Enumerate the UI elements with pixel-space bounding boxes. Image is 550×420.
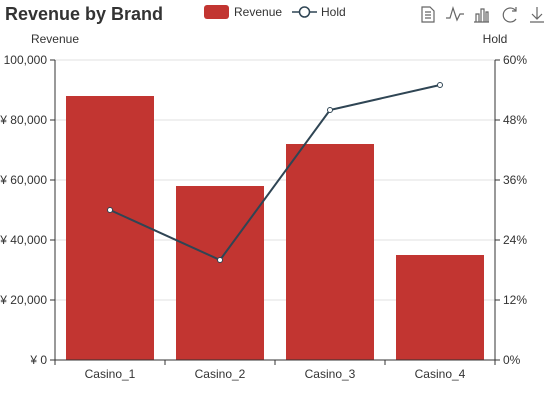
hold-point-casino-1[interactable]: [107, 207, 113, 213]
hold-series: [107, 82, 443, 263]
y-right-tick-label: 24%: [503, 233, 527, 247]
y-left-tick-label: ¥ 80,000: [0, 113, 47, 127]
axes: [50, 59, 500, 365]
y-axis-right-name: Hold: [483, 32, 508, 46]
legend-swatch-revenue: [204, 5, 229, 19]
x-tick-label: Casino_4: [415, 367, 466, 381]
x-tick-label: Casino_3: [305, 367, 356, 381]
y-right-tick-label: 36%: [503, 173, 527, 187]
data-view-icon[interactable]: [421, 6, 435, 23]
hold-point-casino-3[interactable]: [327, 107, 333, 113]
legend: Revenue Hold: [204, 5, 346, 19]
legend-marker-hold: [298, 6, 311, 18]
x-tick-label: Casino_1: [85, 367, 136, 381]
tick-labels: ¥ 0 0% ¥ 20,000 12% ¥ 40,000 24% ¥ 60,000 36% ¥ …: [0, 53, 527, 381]
y-axis-left-name: Revenue: [31, 32, 79, 46]
hold-point-casino-4[interactable]: [437, 82, 443, 88]
toolbox: [421, 6, 544, 23]
x-tick-label: Casino_2: [195, 367, 246, 381]
y-left-tick-label: 100,000: [4, 53, 48, 67]
y-left-tick-label: ¥ 0: [29, 353, 47, 367]
y-left-tick-label: ¥ 40,000: [0, 233, 47, 247]
hold-point-casino-2[interactable]: [217, 257, 223, 263]
bar-casino-2[interactable]: [176, 186, 264, 360]
bars: [66, 96, 484, 360]
chart-title: Revenue by Brand: [5, 4, 163, 24]
bar-casino-1[interactable]: [66, 96, 154, 360]
y-left-tick-label: ¥ 60,000: [0, 173, 47, 187]
legend-item-hold[interactable]: Hold: [292, 5, 346, 19]
bar-chart-icon[interactable]: [474, 8, 489, 23]
save-image-icon[interactable]: [530, 7, 544, 23]
y-right-tick-label: 12%: [503, 293, 527, 307]
line-chart-icon[interactable]: [446, 6, 464, 22]
hold-line: [109, 84, 441, 262]
legend-label-revenue: Revenue: [234, 5, 282, 19]
y-right-tick-label: 48%: [503, 113, 527, 127]
y-right-tick-label: 0%: [503, 353, 521, 367]
legend-label-hold: Hold: [321, 5, 346, 19]
legend-item-revenue[interactable]: Revenue: [204, 5, 282, 19]
bar-casino-4[interactable]: [396, 255, 484, 360]
bar-casino-3[interactable]: [286, 144, 374, 360]
restore-icon[interactable]: [502, 7, 517, 23]
y-right-tick-label: 60%: [503, 53, 527, 67]
y-left-tick-label: ¥ 20,000: [0, 293, 47, 307]
